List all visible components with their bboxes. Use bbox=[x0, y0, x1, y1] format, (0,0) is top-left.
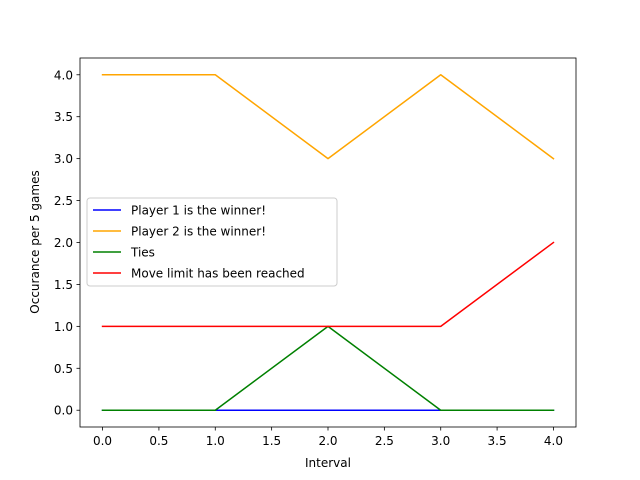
y-tick-label: 0.0 bbox=[54, 404, 73, 418]
legend-label: Ties bbox=[130, 246, 155, 260]
x-axis-label: Interval bbox=[305, 456, 351, 470]
y-tick-label: 1.5 bbox=[54, 278, 73, 292]
legend: Player 1 is the winner! Player 2 is the w… bbox=[86, 197, 338, 287]
x-tick-label: 3.5 bbox=[488, 434, 507, 448]
legend-label: Move limit has been reached bbox=[131, 267, 305, 281]
y-tick-label: 1.0 bbox=[54, 320, 73, 334]
x-tick-label: 1.5 bbox=[262, 434, 281, 448]
y-axis: 0.0 0.5 1.0 1.5 2.0 2.5 3.0 3.5 4.0 bbox=[54, 68, 80, 418]
x-tick-label: 0.5 bbox=[149, 434, 168, 448]
legend-label: Player 2 is the winner! bbox=[131, 225, 266, 239]
x-tick-label: 1.0 bbox=[206, 434, 225, 448]
series-line-2 bbox=[101, 74, 555, 160]
y-tick-label: 2.5 bbox=[54, 194, 73, 208]
y-tick-label: 3.0 bbox=[54, 152, 73, 166]
x-tick-label: 3.0 bbox=[431, 434, 450, 448]
legend-label: Player 1 is the winner! bbox=[131, 204, 266, 218]
y-tick-label: 2.0 bbox=[54, 236, 73, 250]
x-tick-label: 0.0 bbox=[93, 434, 112, 448]
y-axis-label: Occurance per 5 games bbox=[28, 170, 42, 313]
x-tick-label: 4.0 bbox=[544, 434, 563, 448]
legend-box bbox=[86, 197, 338, 287]
plot-area bbox=[79, 57, 577, 428]
y-tick-label: 4.0 bbox=[54, 68, 73, 82]
series-line-4 bbox=[101, 241, 555, 328]
x-tick-label: 2.5 bbox=[375, 434, 394, 448]
x-axis: 0.0 0.5 1.0 1.5 2.0 2.5 3.0 3.5 4.0 bbox=[93, 427, 563, 448]
y-tick-label: 0.5 bbox=[54, 362, 73, 376]
x-tick-label: 2.0 bbox=[318, 434, 337, 448]
y-tick-label: 3.5 bbox=[54, 110, 73, 124]
